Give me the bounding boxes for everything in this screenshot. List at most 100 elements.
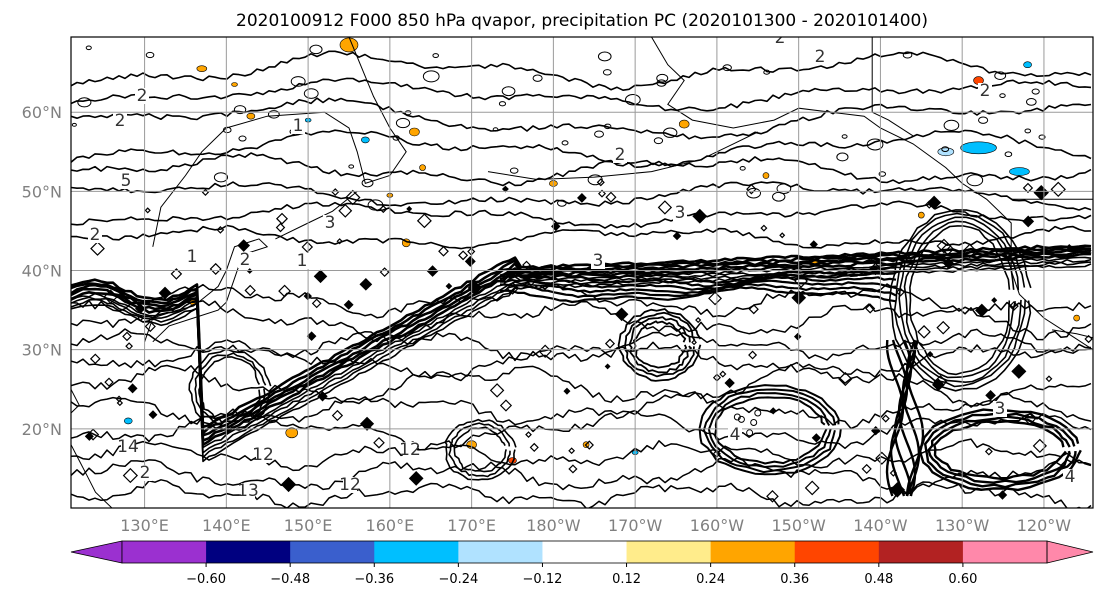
qvapor-contour-cell: [127, 383, 138, 394]
qvapor-contour-band: [499, 279, 897, 295]
precip-anomaly-cell: [246, 112, 256, 120]
qvapor-contour-cell: [408, 471, 424, 486]
qvapor-contour-cell: [122, 467, 139, 484]
qvapor-contour-cell: [943, 257, 955, 270]
figure-title: 2020100912 F000 850 hPa qvapor, precipit…: [236, 11, 928, 31]
coastline-asia: [152, 37, 407, 247]
contour-label-bg: [1063, 469, 1077, 485]
qvapor-contour-loop: [453, 426, 507, 473]
colorbar-tick-label: 0.60: [948, 572, 977, 587]
contour-label-bg: [343, 477, 357, 493]
contour-label-bg: [185, 249, 199, 265]
qvapor-contour-band: [499, 265, 896, 285]
qvapor-contour-cell: [691, 339, 697, 346]
qvapor-contour-cell: [1022, 215, 1035, 228]
qvapor-contour-loop: [628, 316, 692, 374]
qvapor-contour-cell: [708, 291, 722, 306]
qvapor-contour-cell: [551, 221, 561, 232]
qvapor-contour-cell: [984, 447, 993, 456]
qvapor-contour-cell: [656, 79, 667, 87]
qvapor-contour-cell: [1024, 128, 1032, 134]
lon-tick-label: 170°W: [608, 516, 663, 535]
qvapor-contour-cell: [739, 166, 746, 171]
colorbar-segment: [626, 541, 712, 563]
qvapor-contour: [71, 363, 1092, 408]
lon-tick-label: 140°W: [853, 516, 908, 535]
qvapor-contour-cell: [338, 203, 353, 218]
qvapor-contour-cell: [213, 172, 229, 183]
qvapor-contour-cell: [584, 440, 594, 450]
qvapor-contour-cell: [889, 482, 906, 498]
qvapor-contour-cell: [997, 490, 1008, 500]
qvapor-contour-cell: [563, 387, 571, 395]
contour-label: 3: [325, 213, 336, 233]
qvapor-contour-cell: [1033, 184, 1049, 201]
qvapor-contour-cell: [746, 187, 762, 199]
contour-label: 12: [399, 440, 421, 460]
qvapor-contour-cell: [748, 304, 759, 315]
qvapor-contour: [71, 129, 1092, 169]
qvapor-contour-cell: [1045, 375, 1053, 383]
precip-anomaly-cell: [196, 65, 208, 72]
qvapor-contour-cell: [917, 325, 931, 339]
qvapor-contour-cell: [280, 476, 297, 493]
contour-label-bg: [978, 83, 992, 99]
qvapor-contour-loop: [194, 352, 267, 429]
qvapor-contour-band: [905, 339, 925, 497]
contour-label: 14: [117, 437, 139, 457]
qvapor-contour-cell: [244, 284, 256, 297]
colorbar-tick-label: −0.36: [354, 572, 394, 587]
qvapor-contour: [71, 283, 1092, 319]
qvapor-contour-cell: [501, 86, 516, 97]
qvapor-contour-cell: [467, 247, 476, 256]
contour-label: 12: [339, 475, 361, 495]
colorbar-extend-right: [1046, 540, 1094, 564]
contour-label-bg: [241, 483, 255, 499]
qvapor-contour: [71, 328, 1092, 362]
lon-tick-label: 170°E: [447, 516, 496, 535]
qvapor-contour-cell: [367, 199, 384, 211]
island-hawaii: [750, 419, 758, 427]
qvapor-contour-cell: [936, 238, 952, 254]
qvapor-contour-cell: [392, 135, 400, 141]
qvapor-contour-cell: [975, 303, 989, 318]
qvapor-contour-cell: [1022, 182, 1034, 194]
qvapor-contour-cell: [769, 407, 777, 415]
lon-tick-label: 140°E: [202, 516, 251, 535]
contour-label: 12: [252, 445, 274, 465]
colorbar-tick-label: −0.60: [186, 572, 226, 587]
qvapor-contour-cell: [422, 70, 440, 83]
qvapor-contour-cell: [1008, 301, 1019, 312]
qvapor-contour-band: [499, 270, 896, 288]
coastline-japan: [144, 238, 269, 343]
contour-label: 2: [615, 145, 626, 165]
qvapor-contour-cell: [657, 200, 673, 215]
qvapor-contour-cell: [926, 351, 934, 358]
colorbar-frame: [121, 540, 1048, 564]
coastline-taiwan: [71, 389, 80, 414]
qvapor-contour-cell: [125, 342, 134, 351]
qvapor-contour-cell: [561, 140, 569, 146]
colorbar-tick-label: 0.36: [780, 572, 809, 587]
qvapor-contour-cell: [115, 395, 123, 403]
qvapor-contour-cell: [1031, 88, 1040, 95]
lon-tick-label: 160°E: [366, 516, 415, 535]
colorbar-tick-label: 0.24: [696, 572, 725, 587]
qvapor-contour-cell: [941, 242, 955, 256]
qvapor-contour-cell: [278, 284, 292, 298]
colorbar-segment: [542, 541, 628, 563]
qvapor-contour-cell: [313, 269, 328, 284]
contour-label: 2: [240, 250, 251, 270]
qvapor-contour-cell: [1050, 181, 1066, 198]
qvapor-contour-cell: [587, 174, 603, 186]
qvapor-contour: [71, 200, 1092, 229]
precip-anomaly-cell: [231, 82, 238, 87]
qvapor-contour-cell: [361, 178, 374, 188]
coastline-layer: [71, 37, 1093, 508]
qvapor-contour-cell: [760, 224, 768, 232]
qvapor-contour-cell: [538, 344, 552, 359]
qvapor-contour-cell: [978, 116, 989, 124]
qvapor-contour-cell: [602, 69, 612, 76]
